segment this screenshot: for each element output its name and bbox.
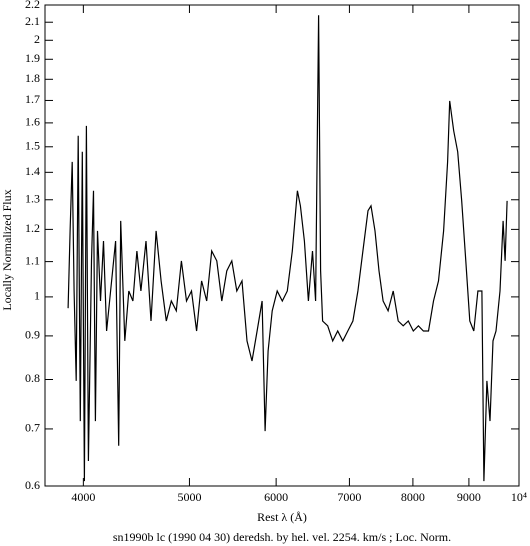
- x-tick-label: 7000: [337, 490, 361, 504]
- y-tick-label: 2.2: [25, 0, 40, 11]
- y-tick-label: 1.2: [25, 221, 40, 235]
- y-tick-label: 0.8: [25, 371, 40, 385]
- x-tick-label: 5000: [177, 490, 201, 504]
- x-tick-label: 10⁴: [511, 490, 527, 504]
- y-tick-label: 2.1: [25, 14, 40, 28]
- plot-frame: [44, 4, 520, 487]
- y-tick-label: 0.7: [25, 421, 40, 435]
- y-tick-label: 1.1: [25, 253, 40, 267]
- x-tick-label: 9000: [457, 490, 481, 504]
- x-tick-label: 4000: [71, 490, 95, 504]
- y-tick-label: 1.6: [25, 115, 40, 129]
- y-tick-label: 1: [34, 289, 40, 303]
- x-tick-label: 8000: [401, 490, 425, 504]
- y-tick-label: 1.3: [25, 192, 40, 206]
- y-tick-label: 1.4: [25, 164, 40, 178]
- y-tick-label: 1.7: [25, 92, 40, 106]
- y-tick-label: 0.9: [25, 328, 40, 342]
- y-tick-label: 1.8: [25, 71, 40, 85]
- x-tick-label: 6000: [264, 490, 288, 504]
- y-tick-label: 0.6: [25, 478, 40, 492]
- x-axis-label: Rest λ (Å): [257, 510, 307, 524]
- y-tick-label: 2: [34, 32, 40, 46]
- y-axis-label: Locally Normalized Flux: [0, 189, 14, 310]
- spectrum-line: [67, 15, 508, 482]
- chart-title: sn1990b lc (1990 04 30) deredsh. by hel.…: [113, 530, 451, 544]
- y-tick-label: 1.9: [25, 51, 40, 65]
- y-tick-label: 1.5: [25, 139, 40, 153]
